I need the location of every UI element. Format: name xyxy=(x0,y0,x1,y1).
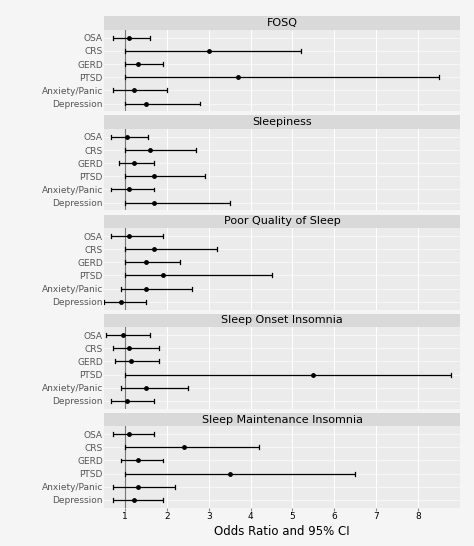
Text: Sleepiness: Sleepiness xyxy=(252,117,312,127)
Text: FOSQ: FOSQ xyxy=(266,18,298,28)
Text: Sleep Onset Insomnia: Sleep Onset Insomnia xyxy=(221,316,343,325)
Text: Sleep Maintenance Insomnia: Sleep Maintenance Insomnia xyxy=(201,414,363,425)
X-axis label: Odds Ratio and 95% CI: Odds Ratio and 95% CI xyxy=(214,525,350,538)
Text: Poor Quality of Sleep: Poor Quality of Sleep xyxy=(224,216,340,227)
